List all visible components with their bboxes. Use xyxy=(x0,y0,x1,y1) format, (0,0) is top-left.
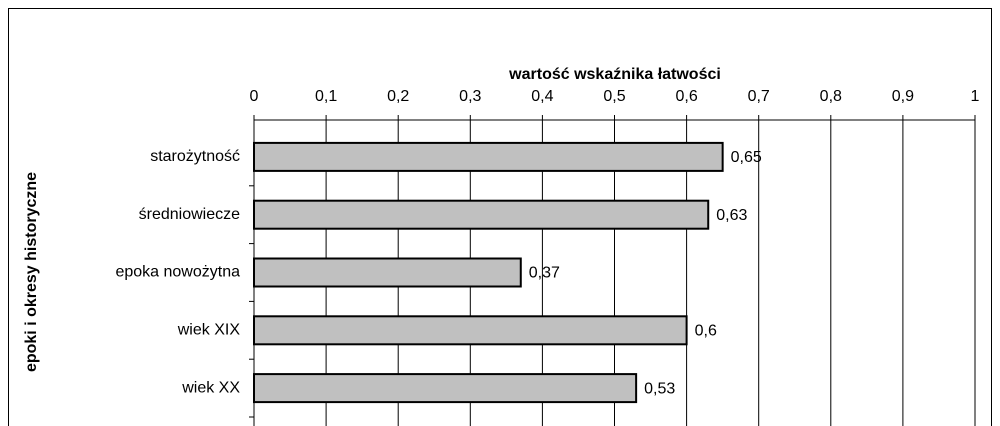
x-tick-label: 0,6 xyxy=(675,88,697,105)
y-tick-label: starożytność xyxy=(150,148,240,165)
bar xyxy=(253,257,522,288)
y-tick-label: wiek XIX xyxy=(177,322,241,339)
y-tick-label: średniowiecze xyxy=(139,206,240,223)
x-tick-label: 0,1 xyxy=(315,88,337,105)
x-tick-label: 0,3 xyxy=(459,88,481,105)
bar xyxy=(253,141,724,172)
data-label: 0,6 xyxy=(695,323,717,340)
data-label: 0,37 xyxy=(529,265,560,282)
y-tick-label: wiek XX xyxy=(181,379,240,396)
data-label: 0,53 xyxy=(644,380,675,397)
data-label: 0,65 xyxy=(731,149,762,166)
chart-frame xyxy=(8,8,992,426)
x-tick-label: 0,9 xyxy=(892,88,914,105)
y-axis-title: epoki i okresy historyczne xyxy=(23,172,40,372)
x-tick-label: 0,5 xyxy=(603,88,625,105)
x-tick-label: 0,4 xyxy=(531,88,553,105)
bar xyxy=(253,199,710,230)
bar xyxy=(253,373,638,404)
x-tick-label: 0,7 xyxy=(748,88,770,105)
data-label: 0,63 xyxy=(716,207,747,224)
x-axis-title: wartość wskaźnika łatwości xyxy=(508,66,721,83)
x-tick-label: 1 xyxy=(971,88,980,105)
x-tick-label: 0,2 xyxy=(387,88,409,105)
x-tick-label: 0 xyxy=(250,88,259,105)
y-tick-label: epoka nowożytna xyxy=(115,264,240,281)
x-tick-label: 0,8 xyxy=(820,88,842,105)
bar xyxy=(253,315,688,346)
